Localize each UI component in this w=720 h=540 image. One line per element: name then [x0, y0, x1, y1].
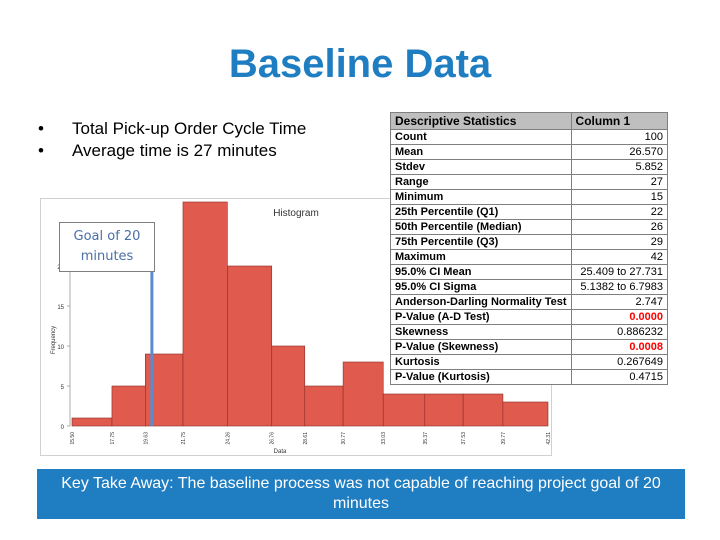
stats-row-value: 15	[570, 189, 669, 205]
x-tick-label: 21.75	[181, 432, 187, 445]
stats-row-value: 0.0000	[570, 309, 669, 325]
x-tick-label: 15.50	[70, 432, 76, 445]
x-tick-label: 33.03	[381, 432, 387, 445]
slide-title: Baseline Data	[228, 42, 492, 86]
y-tick-label: 0	[61, 425, 65, 431]
stats-row-label: 75th Percentile (Q3)	[390, 234, 572, 250]
key-takeaway-banner: Key Take Away: The baseline process was …	[37, 469, 685, 519]
x-tick-label: 39.77	[501, 432, 507, 445]
stats-row: 25th Percentile (Q1) 22	[390, 204, 669, 220]
stats-row: Mean 26.570	[390, 144, 669, 160]
stats-row: Minimum 15	[390, 189, 669, 205]
stats-row-label: Stdev	[390, 159, 572, 175]
histogram-bar	[111, 385, 146, 427]
stats-row-value: 26.570	[570, 144, 669, 160]
stats-row: Count 100	[390, 129, 669, 145]
stats-row-value: 26	[570, 219, 669, 235]
stats-row-label: 95.0% CI Mean	[390, 264, 572, 280]
stats-row-label: 50th Percentile (Median)	[390, 219, 572, 235]
stats-row: P-Value (A-D Test) 0.0000	[390, 309, 669, 325]
stats-row-value: 27	[570, 174, 669, 190]
descriptive-statistics-table: Descriptive Statistics Column 1 Count 100…	[390, 112, 669, 385]
stats-row-value: 25.409 to 27.731	[570, 264, 669, 280]
x-tick-label: 19.63	[143, 432, 149, 445]
histogram-bar	[424, 393, 464, 427]
stats-header-column: Column 1	[570, 112, 669, 130]
stats-row: 50th Percentile (Median) 26	[390, 219, 669, 235]
x-tick-label: 28.61	[303, 432, 309, 445]
stats-row: Stdev 5.852	[390, 159, 669, 175]
stats-row-value: 0.0008	[570, 339, 669, 355]
y-tick-label: 5	[61, 385, 65, 391]
stats-row-label: Minimum	[390, 189, 572, 205]
stats-row-label: Range	[390, 174, 572, 190]
stats-row-label: Mean	[390, 144, 572, 160]
histogram-bar	[71, 417, 113, 427]
stats-row-value: 2.747	[570, 294, 669, 310]
x-tick-label: 30.77	[341, 432, 347, 445]
stats-row-label: P-Value (A-D Test)	[390, 309, 572, 325]
stats-row-value: 22	[570, 204, 669, 220]
stats-row-label: Maximum	[390, 249, 572, 265]
bullet-list: • Total Pick-up Order Cycle Time • Average…	[38, 118, 306, 162]
x-axis-label: Data	[274, 449, 287, 455]
stats-row-label: Count	[390, 129, 572, 145]
histogram-bar	[382, 393, 426, 427]
stats-row: 95.0% CI Mean 25.409 to 27.731	[390, 264, 669, 280]
stats-row: Skewness 0.886232	[390, 324, 669, 340]
stats-row: Range 27	[390, 174, 669, 190]
x-tick-label: 42.31	[546, 432, 552, 445]
stats-row-label: P-Value (Skewness)	[390, 339, 572, 355]
stats-row-value: 5.852	[570, 159, 669, 175]
x-tick-label: 17.75	[110, 432, 116, 445]
bullet-text: Total Pick-up Order Cycle Time	[72, 119, 307, 138]
bullet-item: • Average time is 27 minutes	[38, 140, 306, 162]
x-tick-label: 37.53	[461, 432, 467, 445]
stats-row-value: 100	[570, 129, 669, 145]
histogram-bar	[271, 345, 306, 427]
stats-row-value: 0.4715	[570, 369, 669, 385]
stats-row-label: P-Value (Kurtosis)	[390, 369, 572, 385]
histogram-bar	[502, 401, 549, 427]
stats-row-value: 42	[570, 249, 669, 265]
stats-header-row: Descriptive Statistics Column 1	[390, 112, 669, 130]
bullet-item: • Total Pick-up Order Cycle Time	[38, 118, 306, 140]
histogram-bar	[227, 265, 273, 427]
stats-header-label: Descriptive Statistics	[390, 112, 572, 130]
stats-row: Kurtosis 0.267649	[390, 354, 669, 370]
x-tick-label: 35.37	[423, 432, 429, 445]
x-tick-label: 26.76	[270, 432, 276, 445]
histogram-bar	[462, 393, 504, 427]
y-axis-label: Frequency	[51, 326, 57, 354]
stats-row-value: 0.886232	[570, 324, 669, 340]
y-tick-label: 10	[57, 345, 64, 351]
histogram-bar	[304, 385, 344, 427]
chart-title: Histogram	[273, 208, 319, 219]
stats-row: 95.0% CI Sigma 5.1382 to 6.7983	[390, 279, 669, 295]
stats-row-label: 95.0% CI Sigma	[390, 279, 572, 295]
stats-row-label: 25th Percentile (Q1)	[390, 204, 572, 220]
x-tick-label: 24.26	[225, 432, 231, 445]
y-tick-label: 15	[57, 305, 64, 311]
goal-label: Goal of 20 minutes	[59, 222, 155, 272]
bullet-text: Average time is 27 minutes	[72, 141, 277, 160]
bullet-dot: •	[38, 141, 44, 160]
stats-row: P-Value (Kurtosis) 0.4715	[390, 369, 669, 385]
stats-row-value: 0.267649	[570, 354, 669, 370]
histogram-bar	[182, 201, 228, 427]
stats-row: 75th Percentile (Q3) 29	[390, 234, 669, 250]
stats-row-value: 29	[570, 234, 669, 250]
histogram-bar	[342, 361, 384, 427]
bullet-dot: •	[38, 119, 44, 138]
stats-row: P-Value (Skewness) 0.0008	[390, 339, 669, 355]
stats-row: Maximum 42	[390, 249, 669, 265]
stats-row: Anderson-Darling Normality Test 2.747	[390, 294, 669, 310]
stats-row-value: 5.1382 to 6.7983	[570, 279, 669, 295]
stats-row-label: Skewness	[390, 324, 572, 340]
stats-row-label: Kurtosis	[390, 354, 572, 370]
stats-row-label: Anderson-Darling Normality Test	[390, 294, 572, 310]
